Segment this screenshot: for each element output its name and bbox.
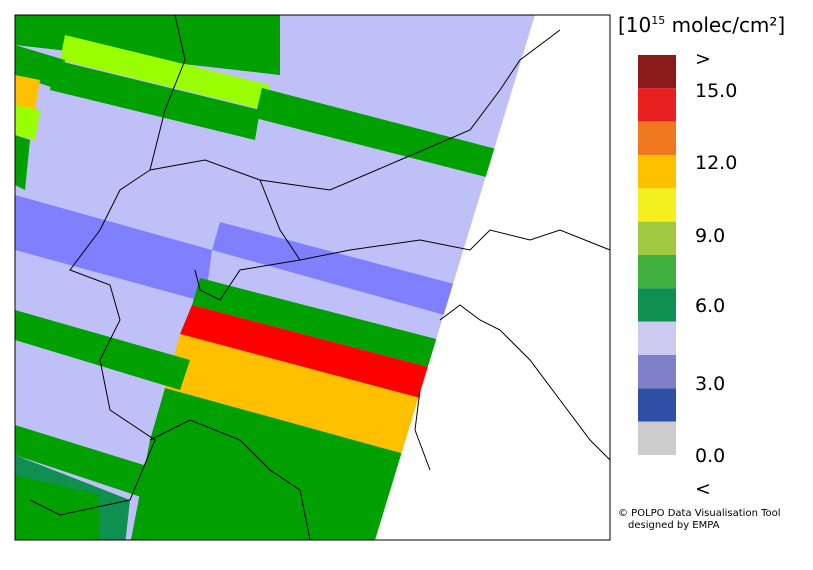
map-frame bbox=[14, 14, 611, 541]
borders bbox=[29, 14, 611, 541]
legend-label: 0.0 bbox=[695, 445, 725, 467]
legend-unit: [1015 molec/cm²] bbox=[618, 13, 785, 37]
legend-label: 6.0 bbox=[695, 295, 725, 317]
legend-label: < bbox=[695, 478, 711, 500]
credit: © POLPO Data Visualisation Tool bbox=[618, 508, 781, 519]
legend-swatch bbox=[638, 288, 676, 322]
legend-swatch bbox=[638, 355, 676, 389]
legend-label: 15.0 bbox=[695, 80, 737, 102]
legend-swatch bbox=[638, 221, 676, 255]
unit-prefix: [10 bbox=[618, 13, 651, 37]
legend-swatch bbox=[638, 88, 676, 122]
legend-swatch bbox=[638, 188, 676, 222]
legend-label: > bbox=[695, 48, 711, 70]
legend-label: 3.0 bbox=[695, 373, 725, 395]
legend-swatch bbox=[638, 388, 676, 422]
legend-label: 12.0 bbox=[695, 152, 737, 174]
swath bbox=[15, 15, 535, 540]
unit-suffix: molec/cm²] bbox=[665, 13, 785, 37]
legend-swatch bbox=[638, 321, 676, 355]
unit-exponent: 15 bbox=[651, 14, 665, 27]
legend-label: 9.0 bbox=[695, 225, 725, 247]
credit: designed by EMPA bbox=[628, 520, 720, 531]
legend-swatch bbox=[638, 155, 676, 189]
legend-swatch bbox=[638, 255, 676, 289]
legend-swatch bbox=[638, 421, 676, 455]
legend-swatch bbox=[638, 121, 676, 155]
legend-swatch bbox=[638, 55, 676, 89]
